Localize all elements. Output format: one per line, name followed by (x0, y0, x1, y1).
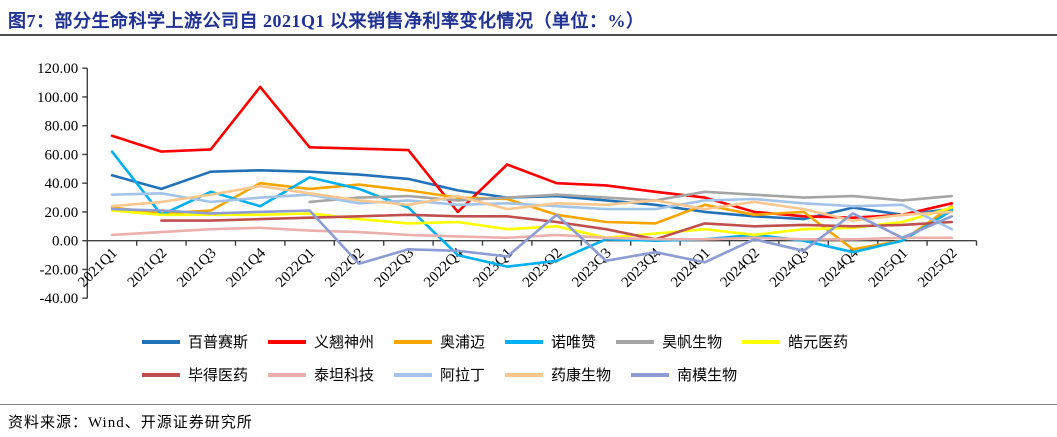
y-axis-label: -20.00 (40, 262, 79, 278)
legend-swatch (142, 339, 180, 344)
legend-item: 昊帆生物 (616, 331, 722, 352)
legend-item: 泰坦科技 (268, 364, 374, 385)
series-line-药康生物 (110, 184, 954, 222)
y-axis-label: 40.00 (45, 176, 79, 192)
x-axis-label: 2021Q4 (224, 245, 270, 291)
legend-swatch (394, 339, 433, 344)
y-axis-label: 80.00 (45, 119, 79, 135)
series-line-昊帆生物 (308, 190, 954, 204)
y-axis-label: 60.00 (45, 147, 79, 163)
legend-label: 阿拉丁 (440, 368, 486, 384)
x-axis-label: 2021Q1 (75, 245, 120, 290)
legend-item: 百普赛斯 (142, 331, 248, 352)
legend-row: 毕得医药 泰坦科技 阿拉丁 药康生物 南模生物 (142, 364, 962, 385)
legend-swatch (142, 372, 180, 377)
series-line-毕得医药 (160, 213, 954, 241)
legend-swatch (505, 339, 544, 344)
x-axis-label: 2022Q2 (322, 245, 367, 290)
footer-rule (0, 404, 1057, 405)
legend-label: 诺唯赞 (551, 335, 597, 351)
legend-item: 诺唯赞 (505, 331, 596, 352)
x-axis-label: 2022Q1 (273, 245, 318, 290)
y-axis-label: 100.00 (37, 90, 78, 106)
legend-item: 义翘神州 (268, 331, 374, 352)
legend-label: 昊帆生物 (662, 335, 723, 351)
chart-title: 图7：部分生命科学上游公司自 2021Q1 以来销售净利率变化情况（单位：%） (8, 11, 645, 31)
legend-item: 阿拉丁 (394, 364, 485, 385)
legend-row: 百普赛斯 义翘神州 奥浦迈 诺唯赞 昊帆生物 皓元医药 (142, 331, 962, 352)
legend-label: 皓元医药 (788, 335, 849, 351)
legend: 百普赛斯 义翘神州 奥浦迈 诺唯赞 昊帆生物 皓元医药毕得医药 泰坦科技 阿拉丁 药康生物 南模生… (142, 331, 962, 397)
legend-swatch (742, 339, 781, 344)
line-chart: 120.00 100.00 80.00 60.00 40.00 20.00 0.00 -20.… (37, 61, 978, 307)
legend-item: 毕得医药 (142, 364, 248, 385)
legend-item: 南模生物 (631, 364, 737, 385)
legend-item: 奥浦迈 (394, 331, 485, 352)
y-axis-label: 120.00 (37, 61, 78, 77)
series-line-皓元医药 (110, 206, 954, 240)
series-line-南模生物 (110, 207, 954, 265)
x-axis-label: 2021Q3 (174, 245, 219, 290)
y-axis-label: -40.00 (40, 291, 79, 307)
legend-swatch (505, 372, 544, 377)
y-axis-label: 20.00 (45, 205, 79, 221)
legend-label: 义翘神州 (314, 335, 375, 351)
legend-swatch (631, 372, 670, 377)
title-rule (0, 34, 1057, 36)
legend-item: 皓元医药 (742, 331, 848, 352)
legend-swatch (268, 372, 307, 377)
legend-label: 药康生物 (551, 368, 612, 384)
legend-label: 百普赛斯 (188, 335, 249, 351)
x-axis-label: 2025Q1 (866, 245, 911, 290)
series-line-诺唯赞 (110, 150, 954, 268)
x-axis-label: 2024Q3 (767, 245, 812, 290)
legend-label: 南模生物 (677, 368, 738, 384)
legend-swatch (268, 339, 307, 344)
footer-source: 资料来源：Wind、开源证券研究所 (8, 415, 253, 431)
series-line-阿拉丁 (110, 192, 954, 231)
x-axis-label: 2025Q2 (915, 245, 960, 290)
x-axis-label: 2023Q2 (520, 245, 565, 290)
legend-swatch (616, 339, 655, 344)
legend-label: 毕得医药 (188, 368, 249, 384)
y-axis-label: 0.00 (52, 234, 78, 250)
legend-item: 药康生物 (505, 364, 611, 385)
legend-label: 泰坦科技 (314, 368, 375, 384)
x-axis-label: 2024Q1 (668, 245, 713, 290)
legend-swatch (394, 372, 433, 377)
legend-label: 奥浦迈 (440, 335, 486, 351)
x-axis-label: 2021Q2 (125, 245, 170, 290)
